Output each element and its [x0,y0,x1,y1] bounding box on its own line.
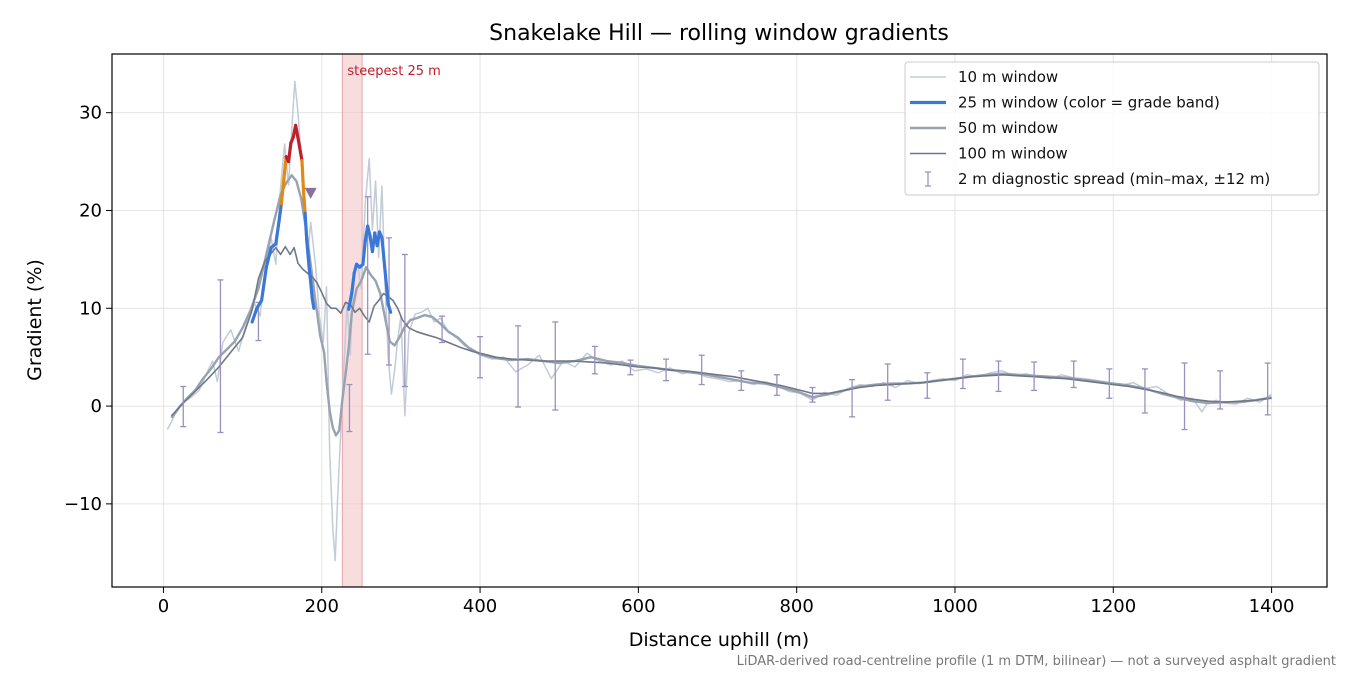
series-segment-25m [250,306,259,324]
series-segment-25m [303,211,309,242]
plot-area: steepest 25 m0 200 400 600 800 1000 1200 1400−1… [64,53,1328,617]
legend-label: 100 m window [958,145,1068,163]
series-segment-25m [294,123,300,140]
series-segment-25m [305,238,311,269]
legend-label: 2 m diagnostic spread (min–max, ±12 m) [958,170,1270,188]
legend-label: 50 m window [958,119,1058,137]
x-tick-label: 1400 [1249,596,1295,617]
series-segment-25m [347,291,354,311]
series-segment-25m [279,178,286,206]
series-segment-25m [259,265,268,303]
series-line-50m [170,174,1272,437]
series-segment-25m [264,246,273,269]
x-tick-label: 1000 [932,596,978,617]
steepest-window-label: steepest 25 m [347,64,440,79]
axes-frame [111,53,1328,588]
series-segment-25m [366,224,372,238]
x-tick-label: 600 [621,596,655,617]
x-tick-label: 400 [463,596,497,617]
series-segment-25m [309,280,314,301]
series-segment-25m [297,145,304,163]
x-tick-label: 800 [779,596,813,617]
series-segment-25m [307,265,313,284]
legend: 10 m window 25 m window (color = grade ba… [904,61,1320,196]
series-segment-25m [310,296,316,310]
series-segment-25m [361,239,367,266]
series-segment-25m [386,302,393,314]
y-tick-label: 20 [79,200,102,221]
series-segment-25m [300,159,306,194]
series-line-100m [170,245,1272,417]
x-tick-label: 1200 [1090,596,1136,617]
y-tick-label: 30 [79,103,102,124]
legend-label: 10 m window [958,68,1058,86]
peak-marker [304,187,317,199]
y-axis-label: Gradient (%) [24,259,46,381]
y-tick-label: 0 [91,396,102,417]
x-axis-label: Distance uphill (m) [629,629,809,651]
footnote: LiDAR-derived road-centreline profile (1… [737,654,1336,669]
x-tick-label: 0 [158,596,169,617]
y-tick-label: −10 [64,494,102,515]
series-segment-25m [350,271,356,295]
chart-title: Snakelake Hill — rolling window gradient… [489,21,949,46]
series-segment-25m [282,155,288,182]
legend-box [904,61,1320,196]
series-segment-25m [274,219,281,246]
series-segment-25m [277,202,283,223]
x-tick-label: 200 [305,596,339,617]
y-tick-label: 10 [79,298,102,319]
series-segment-25m [301,190,307,216]
series-lines [166,80,1273,562]
series-segment-25m [380,236,387,273]
series-segment-25m [286,141,293,164]
legend-label: 25 m window (color = grade band) [958,94,1220,112]
series-segment-25m [383,269,390,306]
errorbars [180,196,1271,434]
